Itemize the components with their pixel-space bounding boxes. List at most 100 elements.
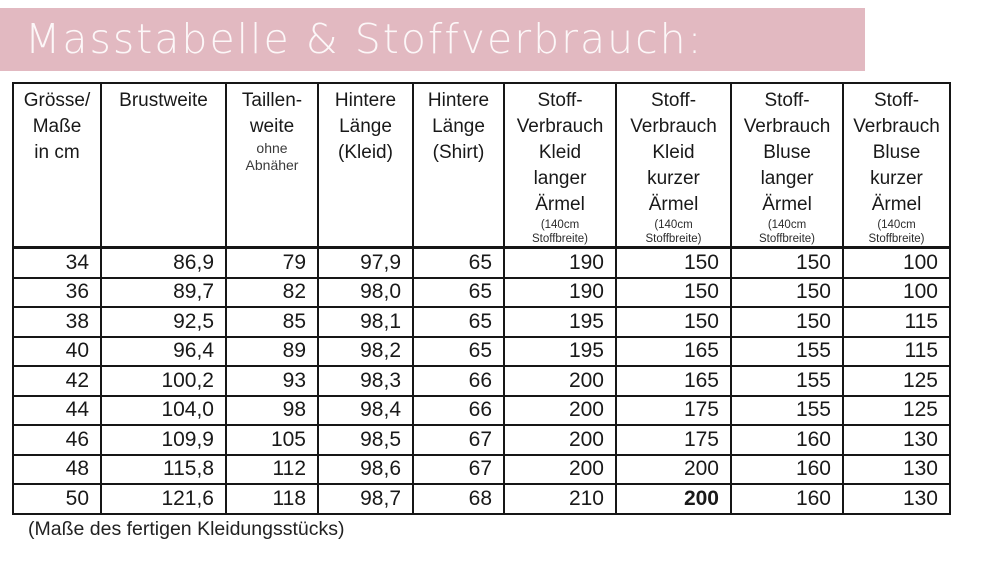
column-header-7: Stoff- Verbrauch Kleid kurzer Ärmel (140cm Sto… <box>615 82 732 249</box>
header-text: Stoff- <box>764 90 810 111</box>
header-text: Abnäher <box>245 157 299 173</box>
header-text: Hintere <box>427 90 490 111</box>
cell-r3-c3: 85 <box>225 306 319 338</box>
cell-r6-c3: 98 <box>225 394 319 426</box>
cell-r5-c7: 165 <box>615 365 732 397</box>
header-text: Ärmel <box>762 194 812 215</box>
cell-r8-c9: 130 <box>842 453 951 485</box>
header-text: Stoffbreite) <box>531 233 589 245</box>
header-text: ohne <box>256 140 288 156</box>
cell-r8-c3: 112 <box>225 453 319 485</box>
header-text: (Shirt) <box>432 142 485 163</box>
cell-r4-c4: 98,2 <box>317 335 414 367</box>
cell-r1-c9: 100 <box>842 246 951 279</box>
header-text: Kleid <box>538 142 582 163</box>
table-row: 50 121,6 118 98,7 68 210 200 160 130 <box>12 483 951 515</box>
cell-r7-c1: 46 <box>12 424 102 456</box>
header-text: Ärmel <box>535 194 585 215</box>
column-header-8: Stoff- Verbrauch Bluse langer Ärmel (140cm Sto… <box>730 82 844 249</box>
cell-r8-c2: 115,8 <box>100 453 227 485</box>
header-text: kurzer <box>647 168 700 189</box>
column-header-6: Stoff- Verbrauch Kleid langer Ärmel (140cm Sto… <box>503 82 617 249</box>
cell-r2-c6: 190 <box>503 276 617 308</box>
cell-r3-c1: 38 <box>12 306 102 338</box>
table-row: 36 89,7 82 98,0 65 190 150 150 100 <box>12 276 951 308</box>
header-text: langer <box>533 168 587 189</box>
cell-r1-c6: 190 <box>503 246 617 279</box>
cell-r1-c3: 79 <box>225 246 319 279</box>
cell-r9-c8: 160 <box>730 483 844 515</box>
cell-r3-c7: 150 <box>615 306 732 338</box>
cell-r6-c4: 98,4 <box>317 394 414 426</box>
cell-r3-c4: 98,1 <box>317 306 414 338</box>
cell-r6-c8: 155 <box>730 394 844 426</box>
cell-r1-c8: 150 <box>730 246 844 279</box>
size-chart-table: Grösse/Maße in cm Brustweite Taillen-weite o… <box>12 82 951 515</box>
column-header-3: Taillen-weite ohne Abnäher <box>225 82 319 249</box>
cell-r7-c7: 175 <box>615 424 732 456</box>
cell-r5-c4: 98,3 <box>317 365 414 397</box>
table-caption: (Maße des fertigen Kleidungsstücks) <box>28 518 345 540</box>
column-header-5: Hintere Länge (Shirt) <box>412 82 505 249</box>
header-text: (140cm <box>767 219 807 231</box>
header-text: Stoffbreite) <box>758 233 816 245</box>
cell-r1-c2: 86,9 <box>100 246 227 279</box>
header-text: weite <box>249 116 295 137</box>
cell-r2-c7: 150 <box>615 276 732 308</box>
header-row: Grösse/Maße in cm Brustweite Taillen-weite o… <box>12 82 951 249</box>
cell-r1-c1: 34 <box>12 246 102 279</box>
cell-r6-c7: 175 <box>615 394 732 426</box>
cell-r1-c5: 65 <box>412 246 505 279</box>
header-text: Ärmel <box>648 194 699 215</box>
cell-r9-c9: 130 <box>842 483 951 515</box>
cell-r8-c5: 67 <box>412 453 505 485</box>
header-text: (140cm <box>654 219 693 231</box>
cell-r3-c6: 195 <box>503 306 617 338</box>
header-text: Stoffbreite) <box>868 233 925 245</box>
cell-r3-c5: 65 <box>412 306 505 338</box>
cell-r4-c2: 96,4 <box>100 335 227 367</box>
cell-r6-c5: 66 <box>412 394 505 426</box>
title-banner: Masstabelle & Stoffverbrauch: <box>0 8 865 71</box>
cell-r4-c8: 155 <box>730 335 844 367</box>
cell-r8-c1: 48 <box>12 453 102 485</box>
cell-r4-c7: 165 <box>615 335 732 367</box>
header-text: Stoff- <box>537 90 583 111</box>
column-header-4: Hintere Länge (Kleid) <box>317 82 414 249</box>
header-text: Grösse/ <box>23 90 91 111</box>
cell-r7-c8: 160 <box>730 424 844 456</box>
cell-r7-c3: 105 <box>225 424 319 456</box>
cell-r2-c1: 36 <box>12 276 102 308</box>
cell-r2-c2: 89,7 <box>100 276 227 308</box>
table-row: 40 96,4 89 98,2 65 195 165 155 115 <box>12 335 951 367</box>
cell-r9-c2: 121,6 <box>100 483 227 515</box>
header-text: Verbrauch <box>630 116 717 137</box>
header-text: in cm <box>34 142 80 163</box>
header-text: Bluse <box>872 142 921 163</box>
cell-r4-c9: 115 <box>842 335 951 367</box>
cell-r9-c7: 200 <box>615 483 732 515</box>
column-header-2: Brustweite <box>100 82 227 249</box>
header-text: Stoff- <box>873 90 920 111</box>
cell-r5-c1: 42 <box>12 365 102 397</box>
cell-r4-c1: 40 <box>12 335 102 367</box>
cell-r1-c4: 97,9 <box>317 246 414 279</box>
header-text: Stoffbreite) <box>645 233 702 245</box>
header-text: langer <box>760 168 814 189</box>
cell-r2-c3: 82 <box>225 276 319 308</box>
size-chart: Grösse/Maße in cm Brustweite Taillen-weite o… <box>12 82 951 515</box>
header-text: (140cm <box>877 219 916 231</box>
cell-r3-c8: 150 <box>730 306 844 338</box>
cell-r5-c8: 155 <box>730 365 844 397</box>
header-text: Taillen- <box>241 90 303 111</box>
header-text: kurzer <box>870 168 923 189</box>
cell-r2-c9: 100 <box>842 276 951 308</box>
header-text: Hintere <box>334 90 397 111</box>
cell-r2-c5: 65 <box>412 276 505 308</box>
cell-r9-c6: 210 <box>503 483 617 515</box>
header-text: Stoff- <box>650 90 697 111</box>
cell-r9-c4: 98,7 <box>317 483 414 515</box>
column-header-1: Grösse/Maße in cm <box>12 82 102 249</box>
cell-r6-c9: 125 <box>842 394 951 426</box>
cell-r8-c7: 200 <box>615 453 732 485</box>
